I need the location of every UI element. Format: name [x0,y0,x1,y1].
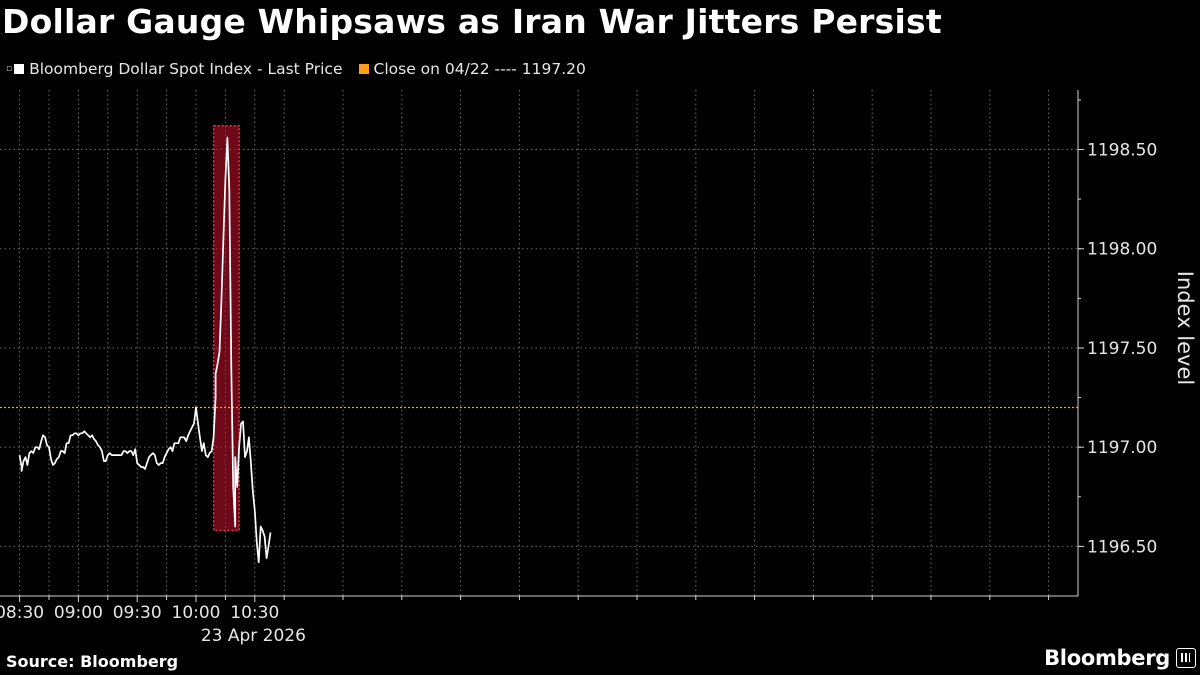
price-series-line [18,136,272,564]
legend-label-close: Close on 04/22 ---- 1197.20 [373,60,586,78]
bloomberg-logo: Bloomberg [1044,646,1170,670]
x-axis-date-label: 23 Apr 2026 [201,626,306,646]
x-tick-label: 08:30 [0,603,44,623]
legend-swatch-white [14,64,25,74]
y-tick-label: 1198.00 [1087,240,1157,260]
x-tick-label: 09:00 [54,603,103,623]
y-tick-label: 1197.00 [1087,438,1157,458]
source-note: Source: Bloomberg [6,652,179,671]
y-tick-label: 1198.50 [1087,141,1157,161]
x-tick-label: 10:00 [172,603,221,623]
x-tick-label: 10:30 [230,603,279,623]
x-tick-label: 09:30 [113,603,162,623]
bloomberg-terminal-icon [1176,648,1196,668]
y-tick-label: 1196.50 [1087,537,1157,557]
chart-legend: ▫ Bloomberg Dollar Spot Index - Last Pri… [6,60,602,78]
legend-item-close: Close on 04/22 ---- 1197.20 [358,60,586,78]
legend-item-last-price: Bloomberg Dollar Spot Index - Last Price [14,60,343,78]
legend-label-last-price: Bloomberg Dollar Spot Index - Last Price [29,60,343,78]
y-axis-title: Index level [1173,271,1197,385]
y-tick-label: 1197.50 [1087,339,1157,359]
legend-marker-icon: ▫ [6,64,13,74]
legend-swatch-orange [358,64,369,74]
chart-title: Dollar Gauge Whipsaws as Iran War Jitter… [2,2,942,41]
